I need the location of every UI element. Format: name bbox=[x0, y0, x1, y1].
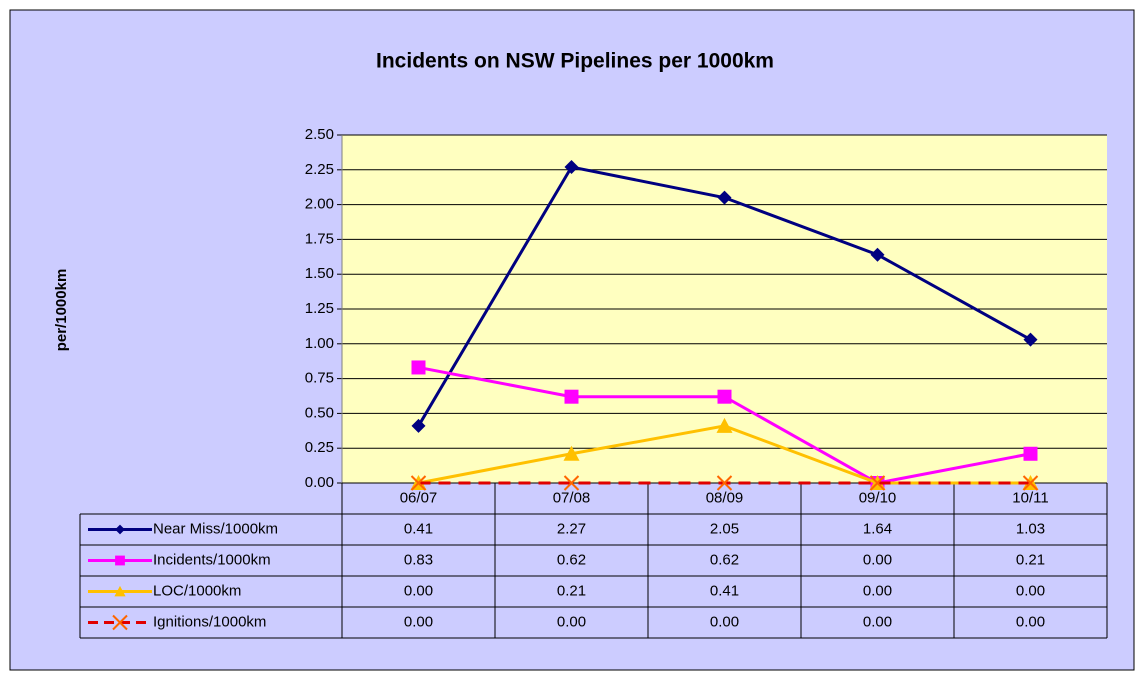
marker bbox=[563, 475, 580, 491]
table-value: 0.00 bbox=[863, 613, 892, 630]
y-tick-label: 0.00 bbox=[305, 474, 334, 491]
legend-label: LOC/1000km bbox=[153, 582, 241, 599]
legend-marker bbox=[115, 555, 125, 566]
table-value: 0.00 bbox=[1016, 582, 1045, 599]
legend-label: Near Miss/1000km bbox=[153, 520, 278, 537]
marker bbox=[716, 417, 733, 433]
table-value: 0.00 bbox=[863, 551, 892, 568]
table-value: 0.62 bbox=[557, 551, 586, 568]
y-tick-label: 1.00 bbox=[305, 335, 334, 352]
marker bbox=[411, 418, 426, 433]
marker bbox=[870, 247, 885, 262]
marker bbox=[716, 475, 733, 491]
y-tick-label: 1.25 bbox=[305, 300, 334, 317]
table-value: 1.64 bbox=[863, 520, 892, 537]
y-tick-label: 0.25 bbox=[305, 439, 334, 456]
legend-marker bbox=[112, 614, 128, 631]
marker bbox=[410, 475, 427, 491]
chart-title: Incidents on NSW Pipelines per 1000km bbox=[376, 50, 774, 73]
table-value: 0.41 bbox=[710, 582, 739, 599]
table-value: 0.00 bbox=[404, 613, 433, 630]
table-value: 0.41 bbox=[404, 520, 433, 537]
legend-label: Ignitions/1000km bbox=[153, 613, 266, 630]
marker bbox=[564, 389, 579, 404]
table-value: 0.21 bbox=[557, 582, 586, 599]
y-tick-label: 0.75 bbox=[305, 370, 334, 387]
marker bbox=[1023, 446, 1038, 461]
y-axis-label: per/1000km bbox=[53, 269, 70, 352]
table-value: 0.00 bbox=[1016, 613, 1045, 630]
y-tick-label: 1.50 bbox=[305, 265, 334, 282]
y-tick-label: 2.25 bbox=[305, 161, 334, 178]
x-tick-label: 09/10 bbox=[859, 489, 897, 506]
table-value: 0.00 bbox=[404, 582, 433, 599]
x-tick-label: 06/07 bbox=[400, 489, 438, 506]
table-value: 0.00 bbox=[863, 582, 892, 599]
y-tick-label: 2.00 bbox=[305, 196, 334, 213]
x-tick-label: 07/08 bbox=[553, 489, 591, 506]
table-value: 0.62 bbox=[710, 551, 739, 568]
table-value: 0.00 bbox=[557, 613, 586, 630]
x-tick-label: 10/11 bbox=[1012, 489, 1048, 506]
x-tick-label: 08/09 bbox=[706, 489, 744, 506]
legend-label: Incidents/1000km bbox=[153, 551, 271, 568]
y-tick-label: 0.50 bbox=[305, 404, 334, 421]
marker bbox=[1023, 332, 1038, 347]
marker bbox=[411, 360, 426, 375]
marker bbox=[717, 190, 732, 205]
table-value: 2.27 bbox=[557, 520, 586, 537]
table-value: 0.00 bbox=[710, 613, 739, 630]
y-tick-label: 2.50 bbox=[305, 126, 334, 143]
marker bbox=[563, 445, 580, 461]
table-value: 0.21 bbox=[1016, 551, 1045, 568]
table-value: 1.03 bbox=[1016, 520, 1045, 537]
table-value: 2.05 bbox=[710, 520, 739, 537]
legend-marker bbox=[114, 585, 126, 597]
marker bbox=[717, 389, 732, 404]
marker bbox=[564, 160, 579, 175]
legend-marker bbox=[115, 524, 125, 535]
marker bbox=[1022, 475, 1039, 491]
table-value: 0.83 bbox=[404, 551, 433, 568]
marker bbox=[869, 475, 886, 491]
y-tick-label: 1.75 bbox=[305, 230, 334, 247]
